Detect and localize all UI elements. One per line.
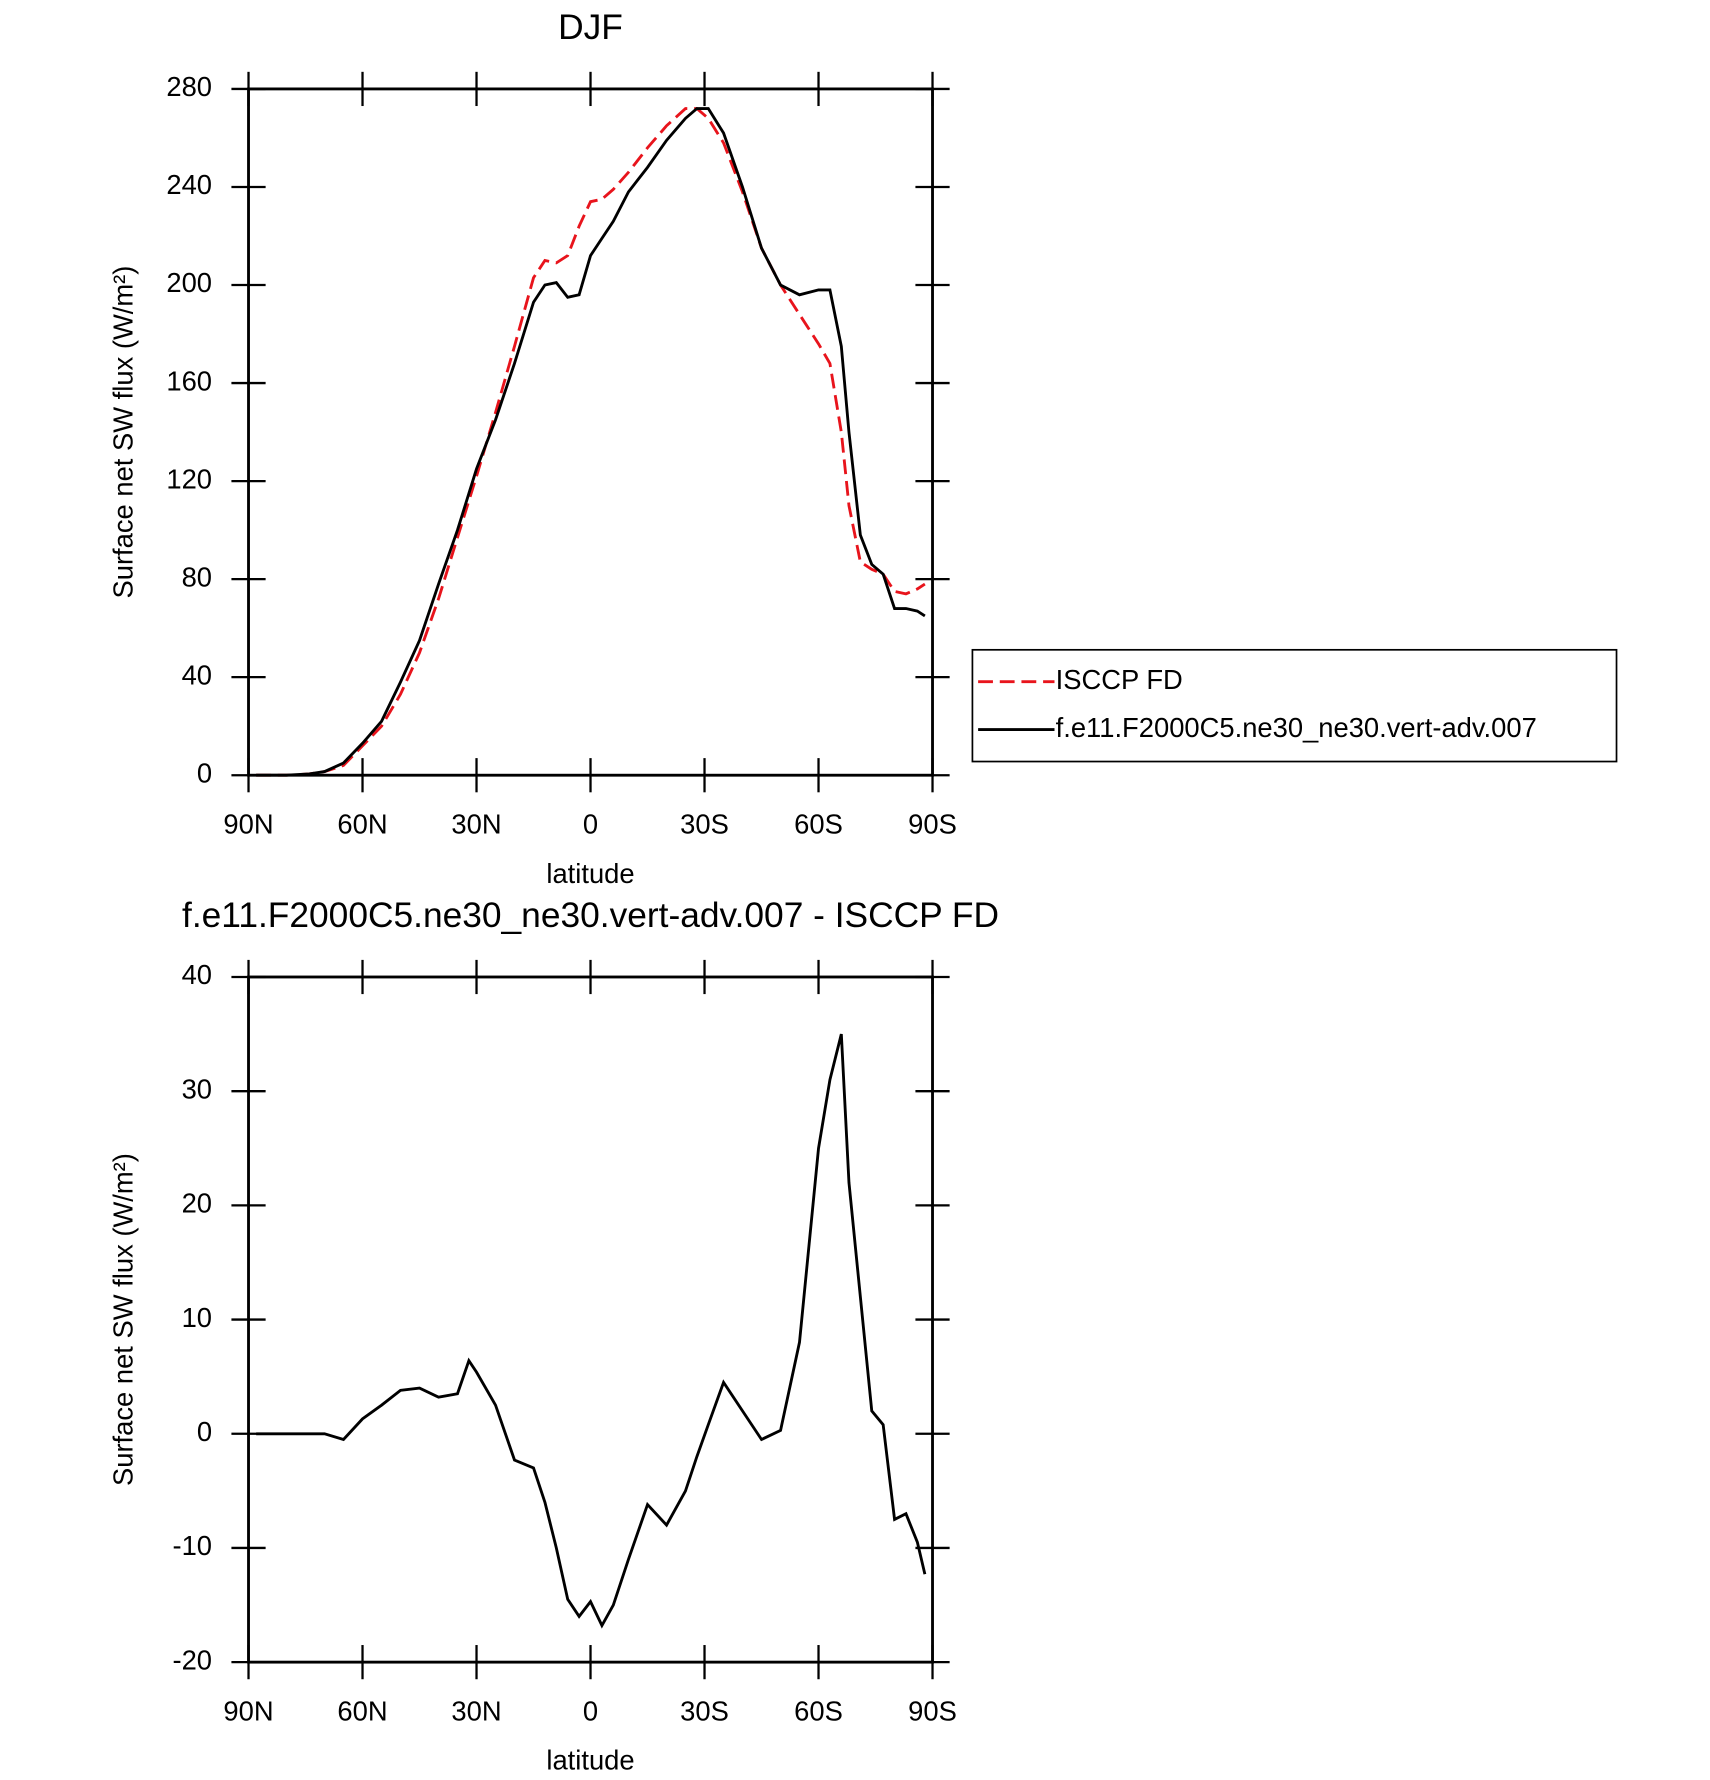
- x-tick-label: 30S: [680, 809, 729, 840]
- chart-title: DJF: [558, 8, 623, 47]
- legend-label: ISCCP FD: [1056, 664, 1183, 695]
- legend-box: [971, 648, 1618, 763]
- x-tick-label: 60N: [337, 1696, 387, 1727]
- y-tick-label: 240: [166, 169, 212, 200]
- data-line: [256, 107, 926, 777]
- y-tick-label: -20: [172, 1644, 212, 1675]
- x-tick-label: 90N: [223, 1696, 273, 1727]
- y-tick-label: 160: [166, 365, 212, 396]
- x-tick-label: 90S: [908, 809, 957, 840]
- y-tick-label: 20: [182, 1188, 212, 1219]
- plot-frame: [247, 975, 934, 1664]
- x-axis-label: latitude: [546, 1745, 634, 1775]
- x-tick-label: 30N: [451, 809, 501, 840]
- y-tick-label: 200: [166, 267, 212, 298]
- y-tick-label: -10: [172, 1530, 212, 1561]
- y-axis-label: Surface net SW flux (W/m²): [108, 1153, 139, 1486]
- plot-frame: [247, 87, 934, 777]
- x-tick-label: 60S: [794, 809, 843, 840]
- y-axis-label: Surface net SW flux (W/m²): [108, 266, 139, 599]
- x-tick-label: 90S: [908, 1696, 957, 1727]
- x-tick-label: 30S: [680, 1696, 729, 1727]
- x-tick-label: 30N: [451, 1696, 501, 1727]
- legend-label: f.e11.F2000C5.ne30_ne30.vert-adv.007: [1056, 712, 1537, 743]
- x-tick-label: 0: [583, 1696, 598, 1727]
- x-tick-label: 90N: [223, 809, 273, 840]
- y-tick-label: 120: [166, 463, 212, 494]
- x-tick-label: 60N: [337, 809, 387, 840]
- y-tick-label: 40: [182, 659, 212, 690]
- y-tick-label: 0: [197, 757, 212, 788]
- chart-title: f.e11.F2000C5.ne30_ne30.vert-adv.007 - I…: [182, 896, 999, 935]
- x-tick-label: 60S: [794, 1696, 843, 1727]
- data-line: [256, 1033, 927, 1629]
- y-tick-label: 30: [182, 1073, 212, 1104]
- y-tick-label: 10: [182, 1302, 212, 1333]
- y-tick-label: 280: [166, 71, 212, 102]
- x-axis-label: latitude: [546, 858, 634, 889]
- y-tick-label: 0: [197, 1416, 212, 1447]
- x-tick-label: 0: [583, 809, 598, 840]
- y-tick-label: 40: [182, 959, 212, 990]
- y-tick-label: 80: [182, 561, 212, 592]
- data-line: [256, 107, 926, 777]
